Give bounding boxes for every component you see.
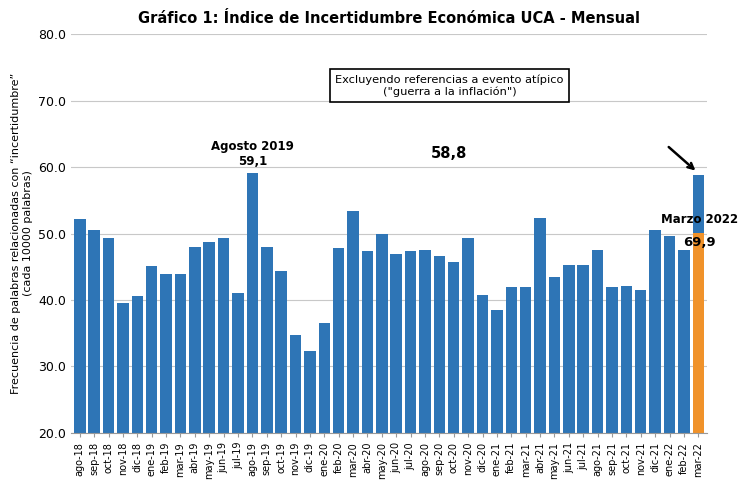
Bar xyxy=(448,262,460,433)
Bar xyxy=(376,234,388,433)
Bar xyxy=(88,229,100,433)
Bar xyxy=(261,247,272,433)
Text: Excluyendo referencias a evento atípico
("guerra a la inflación"): Excluyendo referencias a evento atípico … xyxy=(335,74,564,97)
Bar xyxy=(74,219,86,433)
Bar xyxy=(319,322,330,433)
Bar xyxy=(189,247,200,433)
Bar xyxy=(692,175,704,433)
Bar xyxy=(692,175,704,233)
Bar xyxy=(247,173,258,433)
Bar xyxy=(678,250,690,433)
Title: Gráfico 1: Índice de Incertidumbre Económica UCA - Mensual: Gráfico 1: Índice de Incertidumbre Econó… xyxy=(138,11,640,26)
Bar xyxy=(333,248,344,433)
Bar xyxy=(117,303,129,433)
Bar xyxy=(664,236,675,433)
Text: Agosto 2019
59,1: Agosto 2019 59,1 xyxy=(211,140,294,168)
Bar xyxy=(578,266,589,433)
Bar xyxy=(433,256,445,433)
Bar xyxy=(347,211,358,433)
Bar xyxy=(290,335,302,433)
Bar xyxy=(520,287,532,433)
Bar xyxy=(232,293,244,433)
Bar xyxy=(391,254,402,433)
Bar xyxy=(103,238,114,433)
Bar xyxy=(477,295,488,433)
Bar xyxy=(405,251,416,433)
Text: 58,8: 58,8 xyxy=(431,146,467,161)
Y-axis label: Frecuencia de palabras relacionadas con “incertidumbre”
(cada 10000 palabras): Frecuencia de palabras relacionadas con … xyxy=(11,73,33,394)
Bar xyxy=(462,238,474,433)
Text: 69,9: 69,9 xyxy=(683,236,716,249)
Bar xyxy=(592,250,603,433)
Bar xyxy=(160,274,172,433)
Bar xyxy=(549,277,560,433)
Bar xyxy=(203,242,215,433)
Bar xyxy=(491,310,502,433)
Bar xyxy=(506,287,517,433)
Text: Marzo 2022: Marzo 2022 xyxy=(662,213,738,226)
Bar xyxy=(620,286,632,433)
Bar xyxy=(131,296,143,433)
Bar xyxy=(175,274,186,433)
Bar xyxy=(217,238,229,433)
Bar xyxy=(146,266,158,433)
Bar xyxy=(275,271,287,433)
Bar xyxy=(650,229,661,433)
Bar xyxy=(563,265,574,433)
Bar xyxy=(419,250,430,433)
Bar xyxy=(635,290,646,433)
Bar xyxy=(304,351,316,433)
Bar xyxy=(606,287,618,433)
Bar xyxy=(534,218,546,433)
Bar xyxy=(362,251,374,433)
